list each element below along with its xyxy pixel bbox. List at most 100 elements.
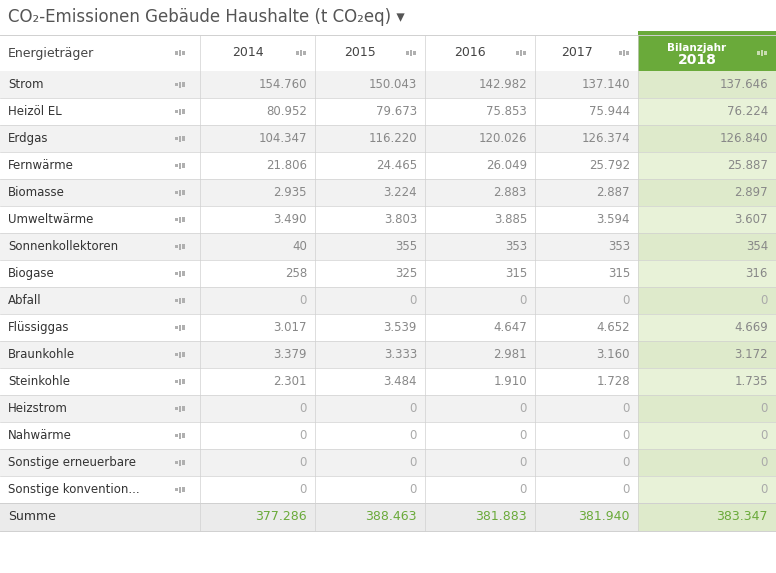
Text: 126.374: 126.374: [581, 132, 630, 145]
Bar: [303, 51, 306, 55]
Bar: [638, 179, 776, 206]
Bar: [182, 406, 185, 411]
Bar: [178, 270, 182, 277]
Bar: [425, 449, 535, 476]
Bar: [200, 260, 315, 287]
Bar: [638, 206, 776, 233]
Text: 315: 315: [504, 267, 527, 280]
Bar: [0, 35, 200, 71]
Bar: [315, 179, 425, 206]
Bar: [535, 152, 638, 179]
Text: 0: 0: [300, 483, 307, 496]
Text: 104.347: 104.347: [258, 132, 307, 145]
Bar: [535, 71, 638, 98]
Text: Sonnenkollektoren: Sonnenkollektoren: [8, 240, 118, 253]
Bar: [0, 476, 200, 503]
Text: 0: 0: [520, 402, 527, 415]
Text: Erdgas: Erdgas: [8, 132, 48, 145]
Bar: [638, 449, 776, 476]
Bar: [410, 50, 412, 56]
Bar: [182, 51, 185, 55]
Text: 0: 0: [760, 429, 768, 442]
Bar: [425, 35, 535, 71]
Text: 80.952: 80.952: [266, 105, 307, 118]
Bar: [638, 152, 776, 179]
Text: 316: 316: [746, 267, 768, 280]
Text: 25.792: 25.792: [589, 159, 630, 172]
Bar: [524, 51, 526, 55]
Text: Umweltwärme: Umweltwärme: [8, 213, 93, 226]
Bar: [182, 325, 185, 329]
Bar: [638, 287, 776, 314]
Bar: [0, 314, 200, 341]
Text: 137.140: 137.140: [581, 78, 630, 91]
Text: 25.887: 25.887: [727, 159, 768, 172]
Text: 2.887: 2.887: [597, 186, 630, 199]
Bar: [175, 83, 178, 87]
Bar: [200, 206, 315, 233]
Bar: [182, 136, 185, 141]
Text: 0: 0: [410, 294, 417, 307]
Bar: [425, 395, 535, 422]
Text: 3.224: 3.224: [383, 186, 417, 199]
Text: 0: 0: [300, 402, 307, 415]
Bar: [200, 422, 315, 449]
Text: 126.840: 126.840: [719, 132, 768, 145]
Text: Steinkohle: Steinkohle: [8, 375, 70, 388]
Text: 120.026: 120.026: [479, 132, 527, 145]
Bar: [178, 50, 182, 56]
Bar: [0, 0, 776, 35]
Bar: [425, 260, 535, 287]
Text: 4.652: 4.652: [597, 321, 630, 334]
Bar: [757, 51, 760, 55]
Bar: [425, 233, 535, 260]
Text: 0: 0: [622, 294, 630, 307]
Text: 3.379: 3.379: [273, 348, 307, 361]
Bar: [182, 379, 185, 384]
Text: 76.224: 76.224: [727, 105, 768, 118]
Text: 0: 0: [520, 456, 527, 469]
Text: 381.883: 381.883: [476, 511, 527, 524]
Bar: [0, 503, 776, 531]
Bar: [315, 152, 425, 179]
Text: 325: 325: [395, 267, 417, 280]
Bar: [638, 233, 776, 260]
Bar: [535, 233, 638, 260]
Bar: [178, 433, 182, 438]
Text: Sonstige erneuerbare: Sonstige erneuerbare: [8, 456, 136, 469]
Bar: [535, 341, 638, 368]
Text: Nahwärme: Nahwärme: [8, 429, 72, 442]
Bar: [535, 368, 638, 395]
Text: 3.017: 3.017: [273, 321, 307, 334]
Text: 258: 258: [285, 267, 307, 280]
Bar: [520, 50, 522, 56]
Text: 0: 0: [760, 294, 768, 307]
Bar: [178, 135, 182, 142]
Bar: [638, 395, 776, 422]
Bar: [638, 503, 776, 531]
Text: 79.673: 79.673: [376, 105, 417, 118]
Bar: [0, 341, 200, 368]
Bar: [638, 260, 776, 287]
Bar: [175, 272, 178, 275]
Text: 1.910: 1.910: [494, 375, 527, 388]
Bar: [638, 71, 776, 98]
Text: 0: 0: [300, 429, 307, 442]
Bar: [315, 314, 425, 341]
Text: 354: 354: [746, 240, 768, 253]
Bar: [0, 531, 776, 573]
Bar: [535, 125, 638, 152]
Bar: [175, 353, 178, 356]
Text: 1.735: 1.735: [735, 375, 768, 388]
Bar: [0, 260, 200, 287]
Bar: [535, 98, 638, 125]
Text: 24.465: 24.465: [376, 159, 417, 172]
Text: 0: 0: [300, 456, 307, 469]
Text: 1.728: 1.728: [597, 375, 630, 388]
Text: 2018: 2018: [677, 53, 716, 67]
Bar: [178, 460, 182, 465]
Bar: [200, 125, 315, 152]
Text: 0: 0: [760, 483, 768, 496]
Bar: [175, 137, 178, 140]
Bar: [175, 110, 178, 113]
